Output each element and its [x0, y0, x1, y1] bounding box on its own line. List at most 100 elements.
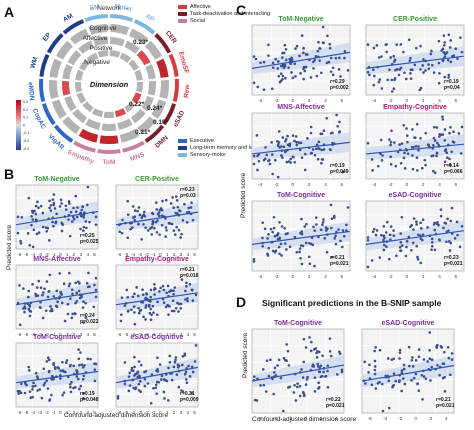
dimension-ring-segment	[159, 80, 170, 99]
data-point	[327, 60, 331, 64]
data-point	[438, 72, 441, 75]
data-point	[194, 293, 198, 297]
data-point	[398, 245, 402, 249]
x-tick-label: -4	[372, 182, 377, 187]
network-label: eMDN	[26, 82, 35, 101]
data-point	[380, 382, 384, 386]
x-tick-label: 1	[166, 332, 169, 337]
stat-label: r=0.21	[180, 267, 195, 273]
data-point	[419, 136, 422, 140]
data-point	[338, 56, 341, 60]
data-point	[373, 368, 377, 372]
data-point	[429, 379, 432, 382]
data-point	[82, 225, 86, 229]
data-point	[436, 141, 439, 145]
x-tick-label: -5	[124, 410, 129, 415]
data-point	[321, 223, 324, 227]
network-label: MNS	[129, 151, 146, 163]
data-point	[400, 369, 404, 372]
stat-label: p=0.04	[444, 85, 460, 91]
data-point	[252, 162, 256, 166]
scatter-plot-svg: -6 -5 -4 -3 -2 -1 0 1 2 3 4 5 r=0.25p=0.025	[15, 184, 99, 257]
stat-label: p=0.009	[180, 397, 199, 403]
data-point	[443, 139, 447, 142]
data-point	[34, 384, 37, 388]
dimension-ring-segment	[124, 40, 140, 54]
data-point	[68, 282, 72, 285]
data-point	[37, 206, 40, 210]
data-point	[395, 254, 398, 258]
data-point	[456, 233, 459, 237]
data-point	[340, 245, 344, 249]
data-point	[388, 233, 392, 237]
data-point	[133, 209, 137, 212]
data-point	[323, 237, 327, 240]
data-point	[39, 204, 43, 208]
data-point	[167, 221, 171, 225]
data-point	[52, 193, 56, 196]
x-tick-label: 5	[93, 410, 96, 415]
data-point	[172, 293, 175, 296]
scatter-plot-title: CER-Positive	[135, 176, 179, 183]
confidence-band	[252, 42, 350, 75]
x-tick-label: -2	[145, 252, 150, 257]
x-tick-label: 2	[422, 98, 425, 103]
data-point	[252, 260, 256, 263]
scatter-plot-title: ToM-Cognitive	[276, 192, 326, 199]
data-point	[28, 390, 32, 393]
x-tick-label: -2	[388, 274, 393, 279]
data-point	[265, 359, 269, 363]
data-point	[275, 140, 279, 143]
x-tick-label: 4	[324, 98, 327, 103]
data-point	[185, 221, 189, 224]
network-label: Motor	[114, 4, 133, 13]
data-point	[76, 206, 79, 209]
colorbar	[16, 100, 21, 150]
data-point	[173, 233, 177, 236]
data-point	[164, 305, 168, 309]
x-tick-label: -4	[258, 182, 263, 187]
data-point	[179, 209, 182, 213]
data-point	[46, 295, 50, 299]
data-point	[16, 231, 20, 235]
regression-line	[15, 210, 99, 226]
data-point	[142, 223, 145, 226]
x-tick-label: -5	[124, 252, 129, 257]
data-point	[380, 159, 384, 162]
data-point	[319, 132, 323, 136]
data-point	[326, 34, 329, 38]
data-point	[276, 364, 279, 367]
data-point	[267, 43, 270, 47]
data-point	[157, 211, 161, 214]
data-point	[331, 66, 335, 70]
scatter-plot-title: Empathy-Cognitive	[383, 104, 447, 111]
x-tick-label: 2	[308, 98, 311, 103]
data-point	[422, 358, 426, 361]
dimension-ring-segment	[64, 95, 77, 112]
data-point	[309, 76, 313, 79]
regression-line	[115, 292, 199, 306]
data-point	[288, 144, 291, 148]
correlation-value-label: 0.19*	[153, 119, 169, 126]
scatter-plot-svg: -6 -5 -4 -3 -2 -1 0 1 2 3 4 5 r=0.19p=0.048	[15, 342, 99, 415]
data-point	[460, 50, 464, 54]
data-point	[370, 383, 374, 387]
data-point	[294, 135, 298, 138]
data-point	[271, 61, 275, 65]
data-point	[72, 217, 76, 221]
data-point	[53, 207, 57, 210]
data-point	[78, 363, 81, 367]
scatter-plot: CER-Positive -6 -5 -4 -3 -2 -1 0 1 2 3 4 5 r=0.23 p=0.…	[115, 176, 199, 262]
data-point	[33, 209, 36, 213]
x-tick-label: -3	[138, 332, 143, 337]
data-point	[447, 356, 451, 360]
data-point	[31, 211, 35, 214]
data-point	[316, 362, 320, 366]
data-point	[155, 392, 158, 395]
network-label: WM	[30, 56, 40, 69]
data-point	[401, 377, 405, 380]
data-point	[309, 349, 313, 353]
data-point	[264, 146, 267, 149]
dimension-ring-segment	[110, 37, 125, 47]
scatter-plot-svg: -6 -5 -4 -3 -2 -1 0 1 2 3 4 5 r=0.31p=0.009	[115, 342, 199, 415]
